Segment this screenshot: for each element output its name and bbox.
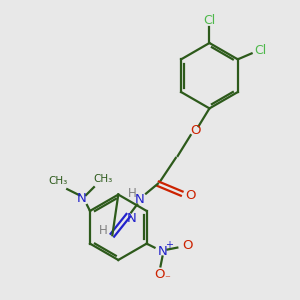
Text: +: + (165, 240, 173, 250)
Text: O: O (154, 268, 165, 281)
Text: CH₃: CH₃ (93, 174, 112, 184)
Text: N: N (126, 212, 136, 225)
Text: O: O (185, 189, 196, 202)
Text: CH₃: CH₃ (49, 176, 68, 186)
Text: ⁻: ⁻ (164, 274, 170, 284)
Text: N: N (135, 193, 145, 206)
Text: N: N (77, 192, 87, 205)
Text: H: H (99, 224, 108, 237)
Text: Cl: Cl (254, 44, 267, 57)
Text: Cl: Cl (203, 14, 216, 27)
Text: H: H (128, 187, 136, 200)
Text: N: N (158, 245, 167, 258)
Text: O: O (182, 239, 193, 252)
Text: O: O (190, 124, 201, 137)
